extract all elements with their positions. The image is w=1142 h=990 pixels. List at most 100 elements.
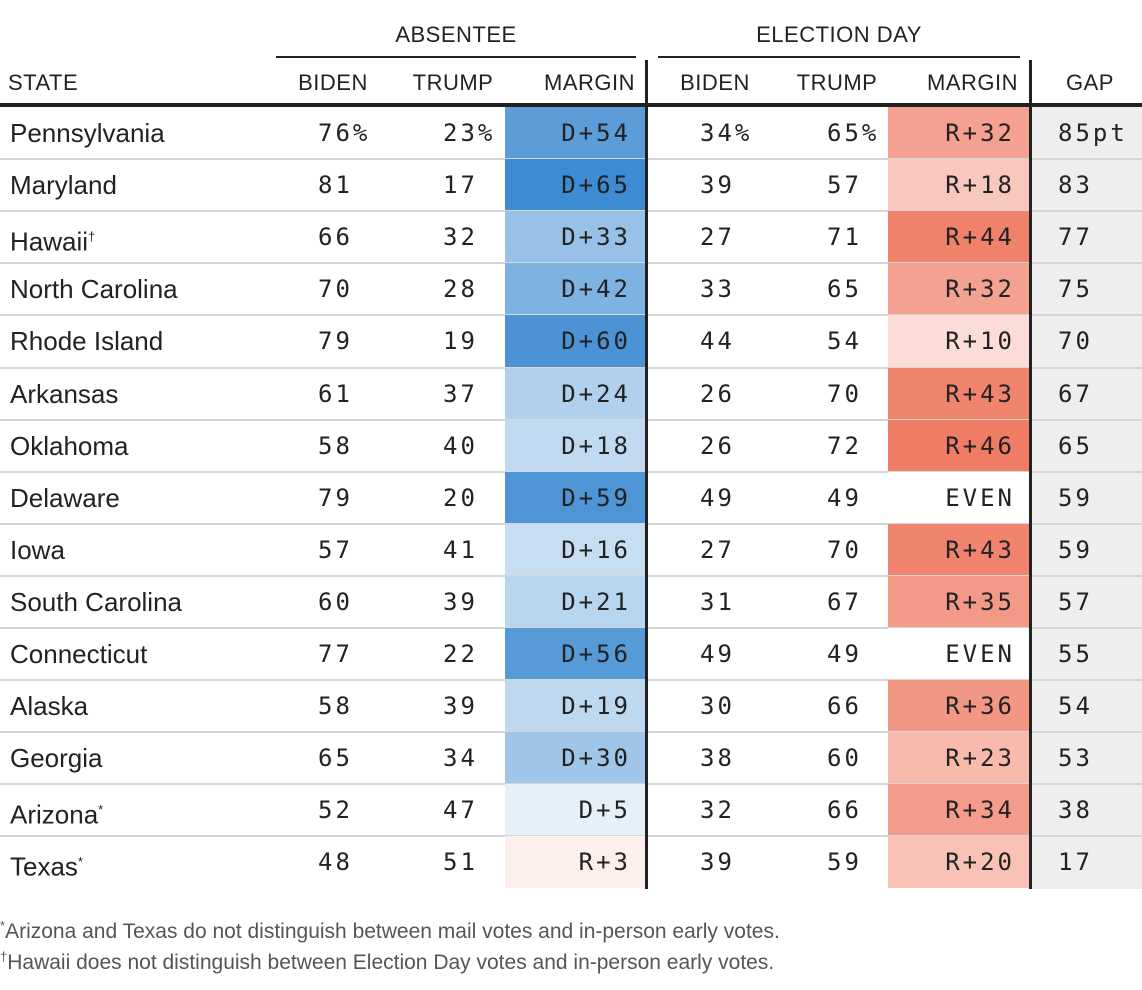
election-day-biden-value: 39 <box>700 848 735 877</box>
state-label: Pennsylvania <box>10 118 165 148</box>
state-label: Georgia <box>10 743 103 774</box>
absentee-trump-value: 47 <box>443 796 478 825</box>
state-label: Hawaii <box>10 226 89 257</box>
absentee-trump-value: 22 <box>443 640 478 668</box>
election-day-trump-value: 60 <box>827 744 862 773</box>
absentee-margin-value: R+3 <box>505 836 645 889</box>
election-day-trump-value: 65 <box>827 275 862 304</box>
election-day-biden-value: 39 <box>700 171 735 200</box>
state-name: Georgia <box>10 732 103 784</box>
gap-value: 83 <box>1058 171 1093 200</box>
absentee-biden-value: 76% <box>318 119 371 147</box>
absentee-margin-value: D+65 <box>505 159 645 212</box>
absentee-biden-value: 79 <box>318 327 353 356</box>
gap-value: 17 <box>1058 848 1093 877</box>
state-label: Rhode Island <box>10 326 164 357</box>
absentee-biden-value: 79 <box>318 483 353 512</box>
absentee-margin-value: D+5 <box>505 784 645 837</box>
absentee-trump-value: 28 <box>443 275 478 304</box>
election-day-margin-value: R+18 <box>888 159 1029 212</box>
state-footnote-mark: † <box>88 229 96 245</box>
absentee-trump-value: 19 <box>443 327 478 356</box>
absentee-margin-value: D+19 <box>505 680 645 733</box>
state-name: Arkansas <box>10 368 118 420</box>
absentee-margin-value: D+56 <box>505 628 645 680</box>
column-header-absentee-trump: TRUMP <box>412 70 494 95</box>
election-day-margin-value: R+23 <box>888 732 1029 785</box>
absentee-margin-value: D+54 <box>505 107 645 159</box>
group-rule-absentee <box>276 56 636 58</box>
footnote-arizona-texas: *Arizona and Texas do not distinguish be… <box>0 918 780 943</box>
election-day-trump-value: 54 <box>827 327 862 356</box>
group-header-absentee: ABSENTEE <box>395 22 517 47</box>
election-day-biden-value: 49 <box>700 640 735 668</box>
election-day-margin-value: R+34 <box>888 784 1029 837</box>
election-day-biden-value: 49 <box>700 483 735 512</box>
state-label: Alaska <box>10 691 89 722</box>
election-day-margin-value: R+36 <box>888 680 1029 733</box>
gap-value: 53 <box>1058 744 1093 773</box>
election-day-margin-value: R+46 <box>888 419 1029 472</box>
column-header-absentee-biden: BIDEN <box>298 70 368 95</box>
state-name: South Carolina <box>10 576 182 628</box>
election-day-biden-value: 38 <box>700 744 735 773</box>
absentee-trump-value: 37 <box>443 379 478 408</box>
column-header-gap: GAP <box>1066 70 1114 95</box>
state-label: Texas <box>10 852 78 883</box>
election-day-biden-value: 34% <box>700 119 753 147</box>
absentee-margin-value: D+30 <box>505 732 645 785</box>
absentee-trump-value: 39 <box>443 692 478 721</box>
election-day-margin-value: R+32 <box>888 263 1029 316</box>
gap-value: 67 <box>1058 379 1093 408</box>
gap-value: 57 <box>1058 587 1093 616</box>
election-day-margin-value: EVEN <box>888 471 1029 524</box>
election-day-margin-value: R+20 <box>888 836 1029 889</box>
state-name: Arizona* <box>10 784 103 836</box>
election-day-biden-value: 32 <box>700 796 735 825</box>
absentee-biden-value: 61 <box>318 379 353 408</box>
state-footnote-mark: * <box>98 802 104 818</box>
table-row: Oklahoma 58 40 D+18 26 72 R+46 65 <box>0 419 1142 472</box>
column-header-election-day-trump: TRUMP <box>796 70 878 95</box>
election-day-biden-value: 31 <box>700 587 735 616</box>
absentee-biden-value: 60 <box>318 587 353 616</box>
state-name: Connecticut <box>10 628 147 680</box>
election-day-trump-value: 49 <box>827 640 862 668</box>
election-day-trump-value: 66 <box>827 796 862 825</box>
absentee-trump-value: 51 <box>443 848 478 877</box>
state-label: Iowa <box>10 534 65 565</box>
table-row: South Carolina 60 39 D+21 31 67 R+35 57 <box>0 575 1142 628</box>
table-row: North Carolina 70 28 D+42 33 65 R+32 75 <box>0 263 1142 316</box>
gap-value: 75 <box>1058 275 1093 304</box>
state-label: Maryland <box>10 170 117 201</box>
election-day-trump-value: 67 <box>827 587 862 616</box>
state-name: Texas* <box>10 836 83 888</box>
election-day-trump-value: 65% <box>827 119 880 147</box>
state-name: North Carolina <box>10 263 178 315</box>
column-header-absentee-margin: MARGIN <box>544 70 635 95</box>
absentee-margin-value: D+33 <box>505 211 645 264</box>
election-day-trump-value: 59 <box>827 848 862 877</box>
state-name: Hawaii† <box>10 211 95 263</box>
header-rule <box>0 103 1142 107</box>
table-row: Arkansas 61 37 D+24 26 70 R+43 67 <box>0 367 1142 420</box>
state-name: Maryland <box>10 159 117 211</box>
election-day-trump-value: 66 <box>827 692 862 721</box>
table-row: Connecticut 77 22 D+56 49 49 EVEN 55 <box>0 628 1142 680</box>
absentee-biden-value: 48 <box>318 848 353 877</box>
state-label: South Carolina <box>10 586 182 617</box>
election-day-trump-value: 70 <box>827 379 862 408</box>
absentee-biden-value: 66 <box>318 223 353 252</box>
absentee-trump-value: 17 <box>443 171 478 200</box>
table-row: Delaware 79 20 D+59 49 49 EVEN 59 <box>0 471 1142 524</box>
group-header-election-day: ELECTION DAY <box>756 22 922 47</box>
absentee-trump-value: 32 <box>443 223 478 252</box>
election-day-trump-value: 49 <box>827 483 862 512</box>
absentee-trump-value: 40 <box>443 431 478 460</box>
table-row: Hawaii† 66 32 D+33 27 71 R+44 77 <box>0 211 1142 264</box>
gap-column-background <box>1032 107 1142 889</box>
election-day-biden-value: 26 <box>700 379 735 408</box>
state-label: Delaware <box>10 482 120 513</box>
absentee-trump-value: 23% <box>443 119 496 147</box>
election-day-trump-value: 71 <box>827 223 862 252</box>
